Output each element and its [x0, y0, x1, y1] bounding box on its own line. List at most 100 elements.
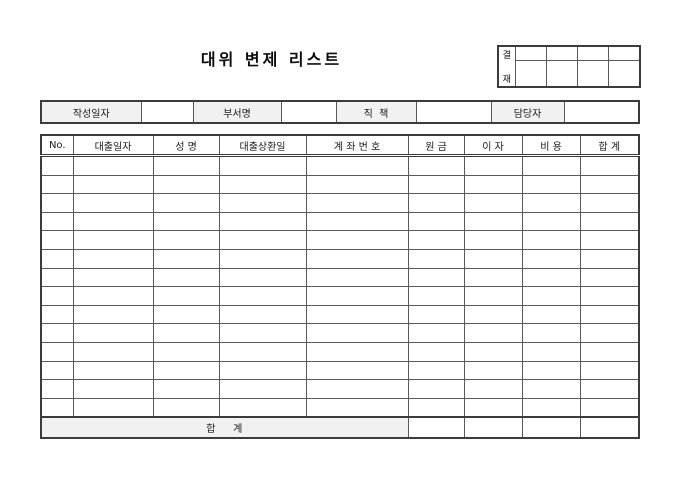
data-cell[interactable] [305, 360, 409, 381]
data-cell[interactable] [40, 341, 74, 362]
position-field[interactable] [415, 100, 492, 124]
data-cell[interactable] [463, 267, 523, 288]
data-cell[interactable] [40, 248, 74, 269]
data-cell[interactable] [218, 155, 307, 176]
data-cell[interactable] [521, 267, 581, 288]
data-cell[interactable] [40, 174, 74, 195]
data-cell[interactable] [218, 323, 307, 343]
data-cell[interactable] [40, 360, 74, 381]
data-cell[interactable] [218, 379, 307, 399]
data-cell[interactable] [72, 304, 154, 325]
data-cell[interactable] [72, 230, 154, 250]
data-cell[interactable] [521, 248, 581, 269]
data-cell[interactable] [463, 397, 523, 418]
data-cell[interactable] [305, 248, 409, 269]
data-cell[interactable] [579, 286, 640, 306]
data-cell[interactable] [40, 304, 74, 325]
footer-principal-total-cell[interactable] [407, 416, 465, 439]
data-cell[interactable] [72, 248, 154, 269]
data-cell[interactable] [305, 230, 409, 250]
data-cell[interactable] [521, 230, 581, 250]
data-cell[interactable] [218, 360, 307, 381]
data-cell[interactable] [72, 360, 154, 381]
data-cell[interactable] [40, 286, 74, 306]
data-cell[interactable] [579, 360, 640, 381]
data-cell[interactable] [579, 248, 640, 269]
data-cell[interactable] [218, 193, 307, 213]
data-cell[interactable] [40, 193, 74, 213]
approval-title-cell-4[interactable] [607, 45, 641, 62]
approval-title-cell-3[interactable] [576, 45, 609, 62]
data-cell[interactable] [218, 304, 307, 325]
data-cell[interactable] [218, 211, 307, 232]
data-cell[interactable] [463, 341, 523, 362]
data-cell[interactable] [218, 286, 307, 306]
data-cell[interactable] [407, 230, 465, 250]
footer-sum-total-cell[interactable] [579, 416, 640, 439]
data-cell[interactable] [407, 155, 465, 176]
data-cell[interactable] [579, 155, 640, 176]
data-cell[interactable] [579, 230, 640, 250]
data-cell[interactable] [579, 323, 640, 343]
data-cell[interactable] [72, 211, 154, 232]
data-cell[interactable] [579, 341, 640, 362]
data-cell[interactable] [579, 304, 640, 325]
data-cell[interactable] [218, 248, 307, 269]
data-cell[interactable] [521, 323, 581, 343]
data-cell[interactable] [305, 304, 409, 325]
data-cell[interactable] [152, 248, 220, 269]
data-cell[interactable] [305, 341, 409, 362]
data-cell[interactable] [152, 286, 220, 306]
data-cell[interactable] [463, 248, 523, 269]
data-cell[interactable] [521, 341, 581, 362]
approval-sign-cell-4[interactable] [607, 60, 641, 88]
approval-title-cell-2[interactable] [545, 45, 578, 62]
data-cell[interactable] [579, 397, 640, 418]
data-cell[interactable] [305, 155, 409, 176]
data-cell[interactable] [407, 286, 465, 306]
data-cell[interactable] [218, 230, 307, 250]
approval-sign-cell-3[interactable] [576, 60, 609, 88]
department-field[interactable] [280, 100, 337, 124]
data-cell[interactable] [463, 174, 523, 195]
data-cell[interactable] [152, 267, 220, 288]
data-cell[interactable] [72, 193, 154, 213]
data-cell[interactable] [305, 211, 409, 232]
data-cell[interactable] [521, 211, 581, 232]
data-cell[interactable] [152, 211, 220, 232]
data-cell[interactable] [521, 360, 581, 381]
data-cell[interactable] [463, 304, 523, 325]
data-cell[interactable] [305, 267, 409, 288]
data-cell[interactable] [305, 379, 409, 399]
data-cell[interactable] [463, 323, 523, 343]
data-cell[interactable] [579, 193, 640, 213]
data-cell[interactable] [218, 341, 307, 362]
data-cell[interactable] [521, 286, 581, 306]
data-cell[interactable] [407, 397, 465, 418]
data-cell[interactable] [521, 379, 581, 399]
data-cell[interactable] [463, 155, 523, 176]
data-cell[interactable] [463, 360, 523, 381]
footer-cost-total-cell[interactable] [521, 416, 581, 439]
approval-sign-cell-2[interactable] [545, 60, 578, 88]
data-cell[interactable] [305, 174, 409, 195]
data-cell[interactable] [463, 379, 523, 399]
data-cell[interactable] [407, 341, 465, 362]
data-cell[interactable] [72, 267, 154, 288]
data-cell[interactable] [407, 267, 465, 288]
data-cell[interactable] [407, 360, 465, 381]
data-cell[interactable] [218, 267, 307, 288]
data-cell[interactable] [218, 397, 307, 418]
data-cell[interactable] [152, 379, 220, 399]
creation-date-field[interactable] [140, 100, 194, 124]
data-cell[interactable] [72, 379, 154, 399]
data-cell[interactable] [218, 174, 307, 195]
data-cell[interactable] [40, 397, 74, 418]
data-cell[interactable] [72, 174, 154, 195]
data-cell[interactable] [407, 379, 465, 399]
data-cell[interactable] [40, 379, 74, 399]
data-cell[interactable] [40, 323, 74, 343]
data-cell[interactable] [72, 323, 154, 343]
data-cell[interactable] [407, 304, 465, 325]
data-cell[interactable] [521, 304, 581, 325]
